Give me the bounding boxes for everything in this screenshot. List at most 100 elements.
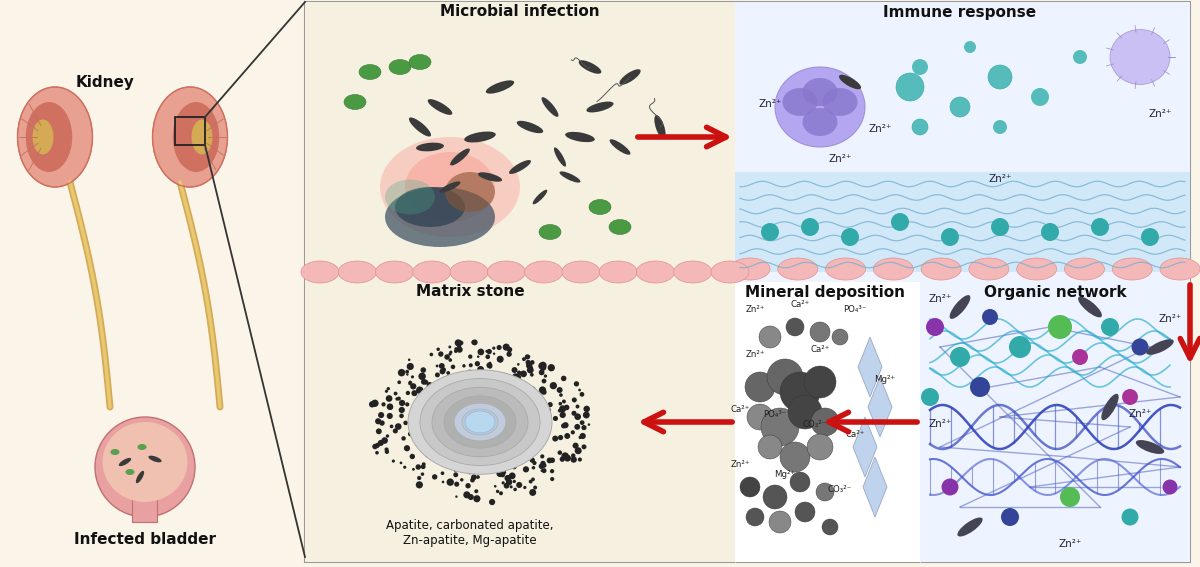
Text: Zn²⁺: Zn²⁺ — [1158, 314, 1182, 324]
Text: Zn²⁺: Zn²⁺ — [1148, 109, 1171, 119]
Circle shape — [421, 379, 427, 385]
Circle shape — [451, 365, 455, 369]
Ellipse shape — [803, 108, 838, 136]
Circle shape — [455, 347, 458, 351]
Circle shape — [385, 450, 389, 454]
Circle shape — [769, 511, 791, 533]
Text: Zn²⁺: Zn²⁺ — [745, 350, 764, 359]
Circle shape — [1031, 88, 1049, 106]
Ellipse shape — [149, 456, 162, 462]
Circle shape — [504, 483, 510, 489]
Ellipse shape — [406, 152, 496, 222]
Circle shape — [376, 451, 379, 455]
Circle shape — [438, 352, 444, 357]
Ellipse shape — [18, 87, 92, 187]
Ellipse shape — [173, 102, 220, 172]
Text: Zn²⁺: Zn²⁺ — [989, 174, 1012, 184]
Circle shape — [529, 458, 535, 463]
Circle shape — [430, 353, 433, 356]
Ellipse shape — [599, 261, 637, 283]
Circle shape — [941, 228, 959, 246]
Text: Zn²⁺: Zn²⁺ — [929, 419, 952, 429]
Circle shape — [514, 488, 517, 491]
Circle shape — [745, 372, 775, 402]
Ellipse shape — [385, 187, 496, 247]
Ellipse shape — [839, 75, 862, 89]
Circle shape — [488, 499, 496, 505]
Circle shape — [421, 462, 426, 466]
Ellipse shape — [710, 261, 749, 283]
Circle shape — [454, 472, 458, 477]
Circle shape — [541, 390, 547, 395]
Ellipse shape — [775, 67, 865, 147]
Ellipse shape — [380, 137, 520, 237]
Circle shape — [1048, 315, 1072, 339]
Circle shape — [578, 436, 582, 439]
Circle shape — [436, 365, 438, 367]
Circle shape — [492, 346, 496, 350]
Circle shape — [468, 354, 473, 359]
Ellipse shape — [25, 102, 72, 172]
Polygon shape — [868, 377, 892, 437]
Ellipse shape — [301, 261, 340, 283]
Circle shape — [466, 483, 470, 488]
Bar — [0, 0, 270, 567]
Circle shape — [454, 469, 456, 472]
Circle shape — [478, 349, 485, 356]
Text: Ca²⁺: Ca²⁺ — [810, 345, 829, 354]
Circle shape — [378, 440, 384, 446]
Circle shape — [386, 413, 392, 419]
Ellipse shape — [413, 261, 451, 283]
Circle shape — [922, 388, 940, 406]
Circle shape — [564, 405, 570, 411]
Circle shape — [512, 373, 518, 380]
Circle shape — [581, 425, 587, 430]
Ellipse shape — [922, 258, 961, 280]
Circle shape — [533, 485, 538, 489]
Circle shape — [841, 228, 859, 246]
Text: Zn²⁺: Zn²⁺ — [758, 99, 781, 109]
Circle shape — [406, 402, 409, 407]
Circle shape — [926, 318, 944, 336]
Circle shape — [539, 463, 545, 469]
Ellipse shape — [619, 69, 641, 85]
Ellipse shape — [192, 120, 212, 154]
Circle shape — [523, 466, 529, 472]
Circle shape — [397, 380, 401, 384]
Circle shape — [419, 373, 426, 380]
Ellipse shape — [554, 147, 566, 167]
Circle shape — [493, 353, 496, 355]
Text: Mg²⁺: Mg²⁺ — [774, 470, 796, 479]
Circle shape — [476, 356, 480, 358]
Circle shape — [391, 459, 395, 463]
Circle shape — [575, 424, 580, 430]
Text: Organic network: Organic network — [984, 285, 1127, 299]
Ellipse shape — [450, 149, 470, 166]
Text: Microbial infection: Microbial infection — [440, 5, 600, 19]
Circle shape — [506, 479, 512, 485]
Ellipse shape — [416, 143, 444, 151]
Circle shape — [488, 362, 491, 364]
Circle shape — [412, 468, 415, 471]
Ellipse shape — [949, 295, 971, 319]
Circle shape — [379, 442, 382, 445]
Ellipse shape — [466, 411, 496, 433]
Bar — [175, 117, 205, 145]
Ellipse shape — [110, 449, 120, 455]
Circle shape — [1072, 349, 1088, 365]
Circle shape — [468, 494, 474, 500]
Bar — [734, 282, 920, 562]
Text: Immune response: Immune response — [883, 5, 1037, 19]
Circle shape — [384, 447, 389, 451]
Circle shape — [371, 400, 379, 407]
Circle shape — [458, 341, 463, 345]
Circle shape — [467, 370, 473, 375]
Circle shape — [385, 434, 389, 438]
Text: Zn²⁺: Zn²⁺ — [929, 294, 952, 304]
Circle shape — [446, 479, 454, 486]
Circle shape — [1163, 480, 1177, 494]
Circle shape — [547, 458, 552, 463]
Circle shape — [404, 445, 410, 451]
Circle shape — [780, 372, 820, 412]
Circle shape — [514, 374, 521, 381]
